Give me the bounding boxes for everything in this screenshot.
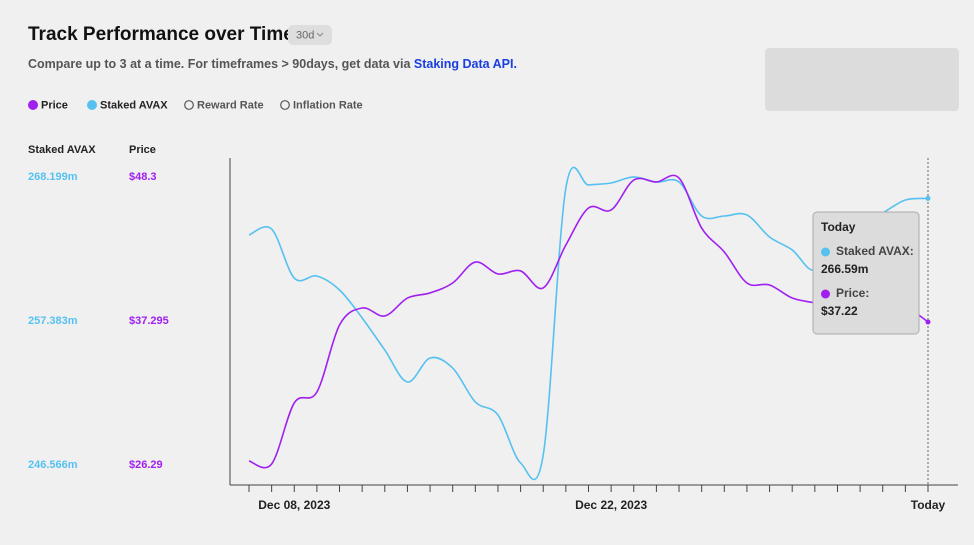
y-tick-label: 268.199m xyxy=(28,171,78,183)
dropdown-caret xyxy=(316,32,324,37)
series-line xyxy=(248,166,929,481)
tooltip-label: Staked AVAX: xyxy=(836,244,914,258)
page-title: Track Performance over Time xyxy=(28,24,294,45)
y-tick-label: 257.383m xyxy=(28,315,78,327)
end-point xyxy=(925,195,931,201)
legend-swatch[interactable] xyxy=(184,100,194,110)
axis-header: Staked AVAX xyxy=(28,144,96,156)
y-tick-label: 246.566m xyxy=(28,459,78,471)
tooltip-value: 266.59m xyxy=(821,262,868,276)
range-button-label[interactable]: 30d xyxy=(296,29,314,41)
axis-header: Price xyxy=(129,144,156,156)
legend-swatch[interactable] xyxy=(87,100,97,110)
api-link[interactable]: Staking Data API. xyxy=(414,57,517,71)
tooltip-swatch xyxy=(821,289,830,299)
subtitle: Compare up to 3 at a time. For timeframe… xyxy=(28,57,517,71)
legend-label[interactable]: Inflation Rate xyxy=(293,99,363,111)
y2-tick-label: $26.29 xyxy=(129,459,163,471)
y2-tick-label: $48.3 xyxy=(129,171,157,183)
legend-swatch[interactable] xyxy=(280,100,290,110)
x-tick-label: Today xyxy=(911,498,946,512)
x-tick-label: Dec 08, 2023 xyxy=(258,498,330,512)
subtitle-text: Compare up to 3 at a time. For timeframe… xyxy=(28,57,414,71)
tooltip-label: Price: xyxy=(836,286,869,300)
legend-label[interactable]: Price xyxy=(41,99,68,111)
legend-label[interactable]: Staked AVAX xyxy=(100,99,168,111)
legend-label[interactable]: Reward Rate xyxy=(197,99,264,111)
placeholder-box xyxy=(765,48,959,111)
tooltip-value: $37.22 xyxy=(821,304,858,318)
tooltip xyxy=(812,211,920,335)
legend-swatch[interactable] xyxy=(28,100,38,110)
x-tick-label: Dec 22, 2023 xyxy=(575,498,647,512)
y2-tick-label: $37.295 xyxy=(129,315,169,327)
end-point xyxy=(925,319,931,325)
range-button[interactable] xyxy=(288,25,332,45)
tooltip-title: Today xyxy=(821,220,856,234)
tooltip-swatch xyxy=(821,247,830,257)
